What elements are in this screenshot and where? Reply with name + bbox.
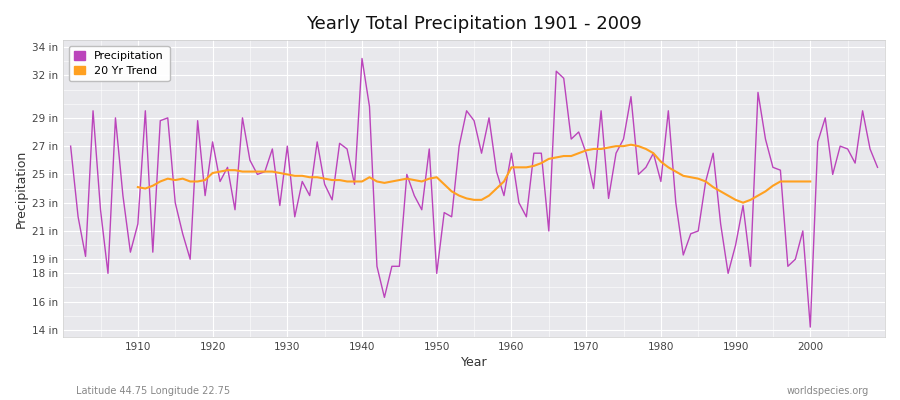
Y-axis label: Precipitation: Precipitation bbox=[15, 150, 28, 228]
Precipitation bbox=[356, 56, 367, 61]
Precipitation bbox=[125, 250, 136, 254]
20 Yr Trend bbox=[521, 165, 532, 170]
Precipitation bbox=[603, 196, 614, 201]
Legend: Precipitation, 20 Yr Trend: Precipitation, 20 Yr Trend bbox=[68, 46, 169, 82]
20 Yr Trend bbox=[805, 179, 815, 184]
20 Yr Trend bbox=[738, 200, 749, 205]
Line: 20 Yr Trend: 20 Yr Trend bbox=[138, 145, 810, 203]
20 Yr Trend bbox=[215, 169, 226, 174]
Precipitation bbox=[872, 165, 883, 170]
Precipitation bbox=[290, 214, 301, 219]
Precipitation bbox=[334, 141, 345, 146]
Title: Yearly Total Precipitation 1901 - 2009: Yearly Total Precipitation 1901 - 2009 bbox=[306, 15, 642, 33]
20 Yr Trend bbox=[304, 175, 315, 180]
Precipitation bbox=[514, 200, 525, 205]
Precipitation bbox=[65, 144, 76, 148]
20 Yr Trend bbox=[132, 185, 143, 190]
Text: worldspecies.org: worldspecies.org bbox=[787, 386, 868, 396]
Text: Latitude 44.75 Longitude 22.75: Latitude 44.75 Longitude 22.75 bbox=[76, 386, 230, 396]
Precipitation bbox=[805, 325, 815, 330]
Line: Precipitation: Precipitation bbox=[70, 58, 878, 327]
20 Yr Trend bbox=[797, 179, 808, 184]
X-axis label: Year: Year bbox=[461, 356, 488, 369]
20 Yr Trend bbox=[626, 142, 636, 147]
Precipitation bbox=[506, 151, 517, 156]
20 Yr Trend bbox=[707, 185, 718, 190]
20 Yr Trend bbox=[290, 174, 301, 178]
